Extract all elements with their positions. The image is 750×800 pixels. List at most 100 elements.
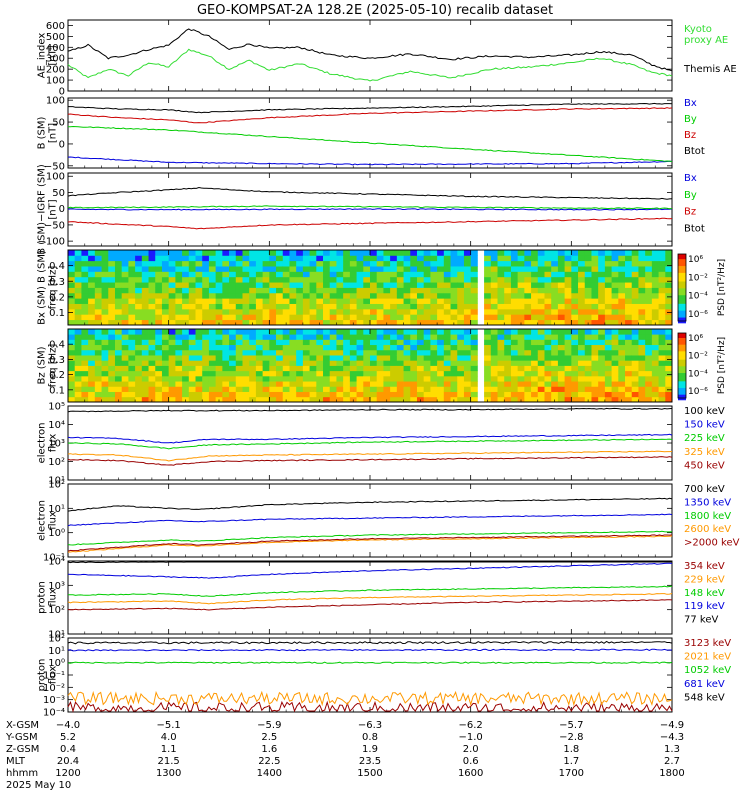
spectrogram-cell [282, 365, 290, 372]
spectrogram-cell [376, 375, 384, 382]
spectrogram-cell [618, 381, 626, 387]
spectrogram-cell [269, 303, 277, 310]
spectrogram-cell [235, 282, 243, 288]
spectrogram-cell [302, 303, 310, 310]
spectrogram-cell [182, 329, 190, 335]
spectrogram-cell [195, 308, 203, 315]
spectrogram-cell [376, 370, 384, 377]
spectrogram-cell [665, 250, 673, 256]
spectrogram-cell [155, 355, 163, 361]
spectrogram-cell [578, 344, 586, 351]
y-tick-label: 10³ [48, 581, 65, 592]
spectrogram-cell [510, 339, 519, 346]
spectrogram-cell [168, 319, 176, 326]
spectrogram-cell [182, 334, 190, 340]
spectrogram-cell [128, 319, 136, 326]
spectrogram-cell [242, 334, 250, 340]
spectrogram-cell [114, 391, 123, 398]
spectrogram-cell [504, 271, 512, 278]
spectrogram-cell [524, 349, 532, 356]
spectrogram-cell [423, 303, 431, 310]
spectrogram-cell [611, 344, 619, 351]
spectrogram-cell [222, 292, 230, 299]
spectrogram-cell [94, 319, 102, 326]
spectrogram-cell [370, 276, 378, 283]
series-line [67, 407, 673, 413]
spectrogram-cell [665, 271, 673, 278]
spectrogram-cell [557, 381, 566, 387]
spectrogram-cell [625, 303, 633, 310]
spectrogram-cell [396, 260, 404, 267]
spectrogram-cell [68, 271, 76, 278]
spectrogram-cell [289, 344, 297, 351]
spectrogram-cell [289, 360, 297, 366]
spectrogram-cell [430, 375, 438, 382]
spectrogram-cell [416, 266, 425, 272]
spectrogram-cell [128, 391, 136, 398]
spectrogram-cell [195, 344, 203, 351]
spectrogram-cell [658, 287, 666, 294]
spectrogram-cell [215, 370, 223, 377]
spectrogram-cell [108, 287, 116, 294]
spectrogram-cell [155, 334, 163, 340]
spectrogram-cell [410, 375, 418, 382]
spectrogram-cell [658, 319, 666, 326]
spectrogram-cell [242, 386, 250, 392]
colorbar-frame [677, 332, 687, 399]
spectrogram-cell [564, 381, 572, 387]
series-line [67, 593, 673, 605]
spectrogram-cell [625, 292, 633, 299]
spectrogram-cell [645, 381, 653, 387]
spectrogram-cell [376, 344, 384, 351]
spectrogram-cell [222, 339, 230, 346]
spectrogram-cell [356, 386, 364, 392]
footer-row-label: X-GSM [6, 720, 39, 731]
spectrogram-cell [423, 365, 431, 372]
spectrogram-cell [504, 349, 512, 356]
spectrogram-cell [323, 370, 331, 377]
spectrogram-cell [658, 334, 666, 340]
footer-value: 1300 [156, 768, 181, 779]
spectrogram-cell [229, 292, 237, 299]
spectrogram-cell [302, 365, 310, 372]
spectrogram-cell [430, 391, 438, 398]
spectrogram-cell [484, 391, 492, 398]
spectrogram-cell [510, 287, 519, 294]
spectrogram-cell [282, 375, 290, 382]
spectrogram-cell [504, 292, 512, 299]
spectrogram-cell [537, 276, 545, 283]
spectrogram-cell [544, 298, 552, 304]
spectrogram-cell [383, 349, 391, 356]
spectrogram-cell [551, 260, 559, 267]
spectrogram-cell [215, 339, 223, 346]
spectrogram-cell [188, 339, 196, 346]
spectrogram-cell [141, 255, 149, 262]
spectrogram-cell [598, 334, 606, 340]
spectrogram-cell [551, 303, 559, 310]
spectrogram-cell [370, 314, 378, 321]
spectrogram-cell [336, 349, 344, 356]
spectrogram-cell [168, 255, 176, 262]
spectrogram-cell [531, 266, 539, 272]
spectrogram-cell [611, 365, 619, 372]
spectrogram-cell [403, 355, 411, 361]
spectrogram-cell [470, 375, 478, 382]
spectrogram-cell [135, 266, 143, 272]
spectrogram-cell [537, 266, 545, 272]
spectrogram-cell [343, 375, 351, 382]
spectrogram-cell [242, 391, 250, 398]
series-line [67, 217, 673, 230]
spectrogram-cell [74, 355, 82, 361]
spectrogram-cell [215, 282, 223, 288]
spectrogram-cell [645, 250, 653, 256]
spectrogram-cell [343, 396, 351, 403]
spectrogram-cell [638, 287, 646, 294]
spectrogram-cell [497, 303, 505, 310]
spectrogram-cell [262, 370, 270, 377]
spectrogram-cell [557, 276, 566, 283]
spectrogram-cell [524, 344, 532, 351]
colorbar-band [678, 368, 686, 371]
spectrogram-cell [148, 344, 156, 351]
spectrogram-cell [544, 292, 552, 299]
